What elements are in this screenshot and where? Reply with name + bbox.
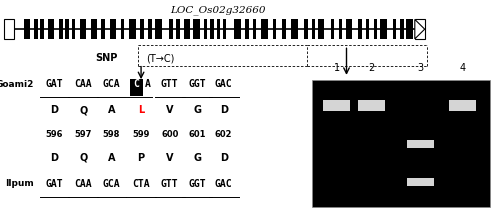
Text: GGT: GGT [188, 79, 206, 89]
Bar [273, 19, 277, 39]
Text: P: P [138, 153, 145, 163]
Text: G: G [193, 153, 201, 163]
Text: G: G [193, 105, 201, 115]
Bar [80, 19, 86, 39]
Text: Q: Q [79, 153, 87, 163]
Bar [357, 100, 385, 111]
Bar [291, 19, 298, 39]
Text: V: V [166, 105, 174, 115]
Text: GCA: GCA [102, 179, 120, 189]
Bar [210, 19, 214, 39]
Bar [400, 19, 404, 39]
Text: D: D [50, 105, 58, 115]
Bar [312, 19, 315, 39]
Text: A: A [107, 153, 115, 163]
Bar [393, 19, 396, 39]
Bar [282, 19, 286, 39]
Text: V: V [166, 153, 174, 163]
Bar [204, 19, 207, 39]
Bar [331, 19, 335, 39]
Bar [374, 19, 377, 39]
Text: 1: 1 [334, 63, 340, 73]
Bar [59, 19, 62, 39]
Text: GCA: GCA [102, 79, 120, 89]
Bar [130, 19, 136, 39]
Text: 597: 597 [74, 130, 92, 139]
Text: CAA: CAA [74, 79, 92, 89]
Text: GAC: GAC [215, 179, 233, 189]
Text: Ilpum: Ilpum [5, 179, 34, 188]
Text: 3: 3 [418, 63, 424, 73]
Text: (T→C): (T→C) [146, 53, 174, 63]
Bar [346, 19, 352, 39]
Text: D: D [50, 153, 58, 163]
Text: 601: 601 [188, 130, 206, 139]
Bar [184, 19, 190, 39]
Bar [381, 19, 387, 39]
Text: CTA: CTA [132, 179, 150, 189]
Bar [130, 79, 143, 96]
Bar [34, 19, 38, 39]
Bar [141, 19, 144, 39]
Bar [193, 19, 200, 39]
Polygon shape [415, 19, 425, 39]
Text: 600: 600 [161, 130, 179, 139]
Bar [312, 80, 490, 207]
Text: Goami2: Goami2 [0, 80, 34, 89]
Text: A: A [145, 79, 151, 89]
Bar [407, 178, 435, 186]
Bar [24, 19, 30, 39]
Bar [235, 19, 241, 39]
Text: GAC: GAC [215, 79, 233, 89]
Bar [246, 19, 248, 39]
Text: C: C [133, 79, 139, 89]
Bar [41, 19, 44, 39]
Text: 2: 2 [368, 63, 374, 73]
Bar [261, 19, 267, 39]
Bar [48, 19, 54, 39]
Bar [223, 19, 227, 39]
Text: D: D [220, 153, 228, 163]
Text: GTT: GTT [161, 179, 179, 189]
Bar [358, 19, 361, 39]
Text: A: A [107, 105, 115, 115]
Bar [253, 19, 256, 39]
Bar [339, 19, 342, 39]
Text: 599: 599 [132, 130, 150, 139]
Text: GAT: GAT [46, 79, 63, 89]
Bar [91, 19, 97, 39]
Bar [318, 19, 324, 39]
Bar [155, 19, 161, 39]
Bar [323, 100, 350, 111]
Text: SNP: SNP [95, 53, 117, 63]
Bar [415, 19, 425, 39]
Bar [148, 19, 151, 39]
Bar [101, 19, 105, 39]
Text: D: D [220, 105, 228, 115]
Bar [449, 100, 477, 111]
Text: Q: Q [79, 105, 87, 115]
Text: 598: 598 [102, 130, 120, 139]
Bar [110, 19, 116, 39]
Bar [406, 19, 412, 39]
Text: GTT: GTT [161, 79, 179, 89]
Text: L: L [138, 105, 144, 115]
Bar [407, 140, 435, 148]
Bar [169, 19, 172, 39]
Text: LOC_Os02g32660: LOC_Os02g32660 [170, 5, 265, 15]
Bar [217, 19, 220, 39]
Text: GAT: GAT [46, 179, 63, 189]
Text: GGT: GGT [188, 179, 206, 189]
Text: CAA: CAA [74, 179, 92, 189]
Bar [365, 19, 369, 39]
Text: 4: 4 [460, 63, 466, 73]
Bar [176, 19, 180, 39]
Text: 596: 596 [46, 130, 63, 139]
Bar [304, 19, 307, 39]
Bar [65, 19, 68, 39]
Bar [121, 19, 125, 39]
Bar [71, 19, 75, 39]
Text: 602: 602 [215, 130, 233, 139]
Bar [4, 19, 14, 39]
